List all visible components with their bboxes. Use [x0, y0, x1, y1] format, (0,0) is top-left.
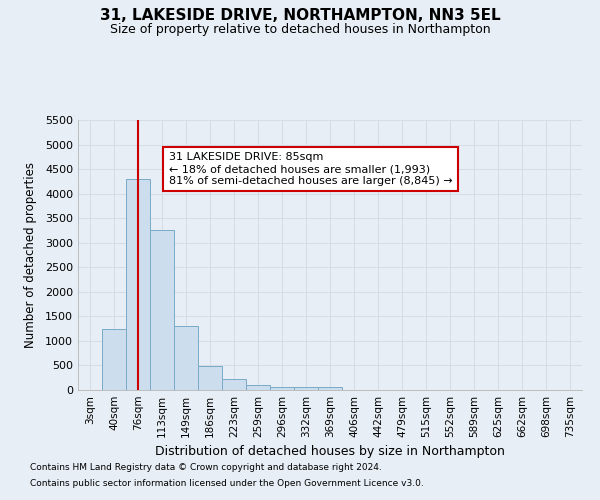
Text: 31, LAKESIDE DRIVE, NORTHAMPTON, NN3 5EL: 31, LAKESIDE DRIVE, NORTHAMPTON, NN3 5EL [100, 8, 500, 22]
Bar [174, 326, 198, 390]
Text: Size of property relative to detached houses in Northampton: Size of property relative to detached ho… [110, 22, 490, 36]
Bar [222, 379, 246, 390]
Bar [102, 328, 126, 390]
Bar [246, 384, 270, 390]
X-axis label: Distribution of detached houses by size in Northampton: Distribution of detached houses by size … [155, 446, 505, 458]
Text: 31 LAKESIDE DRIVE: 85sqm
← 18% of detached houses are smaller (1,993)
81% of sem: 31 LAKESIDE DRIVE: 85sqm ← 18% of detach… [169, 152, 452, 186]
Bar [270, 386, 294, 390]
Bar [150, 230, 174, 390]
Y-axis label: Number of detached properties: Number of detached properties [23, 162, 37, 348]
Text: Contains HM Land Registry data © Crown copyright and database right 2024.: Contains HM Land Registry data © Crown c… [30, 464, 382, 472]
Text: Contains public sector information licensed under the Open Government Licence v3: Contains public sector information licen… [30, 478, 424, 488]
Bar [294, 388, 318, 390]
Bar [318, 388, 342, 390]
Bar [198, 366, 222, 390]
Bar [126, 179, 150, 390]
